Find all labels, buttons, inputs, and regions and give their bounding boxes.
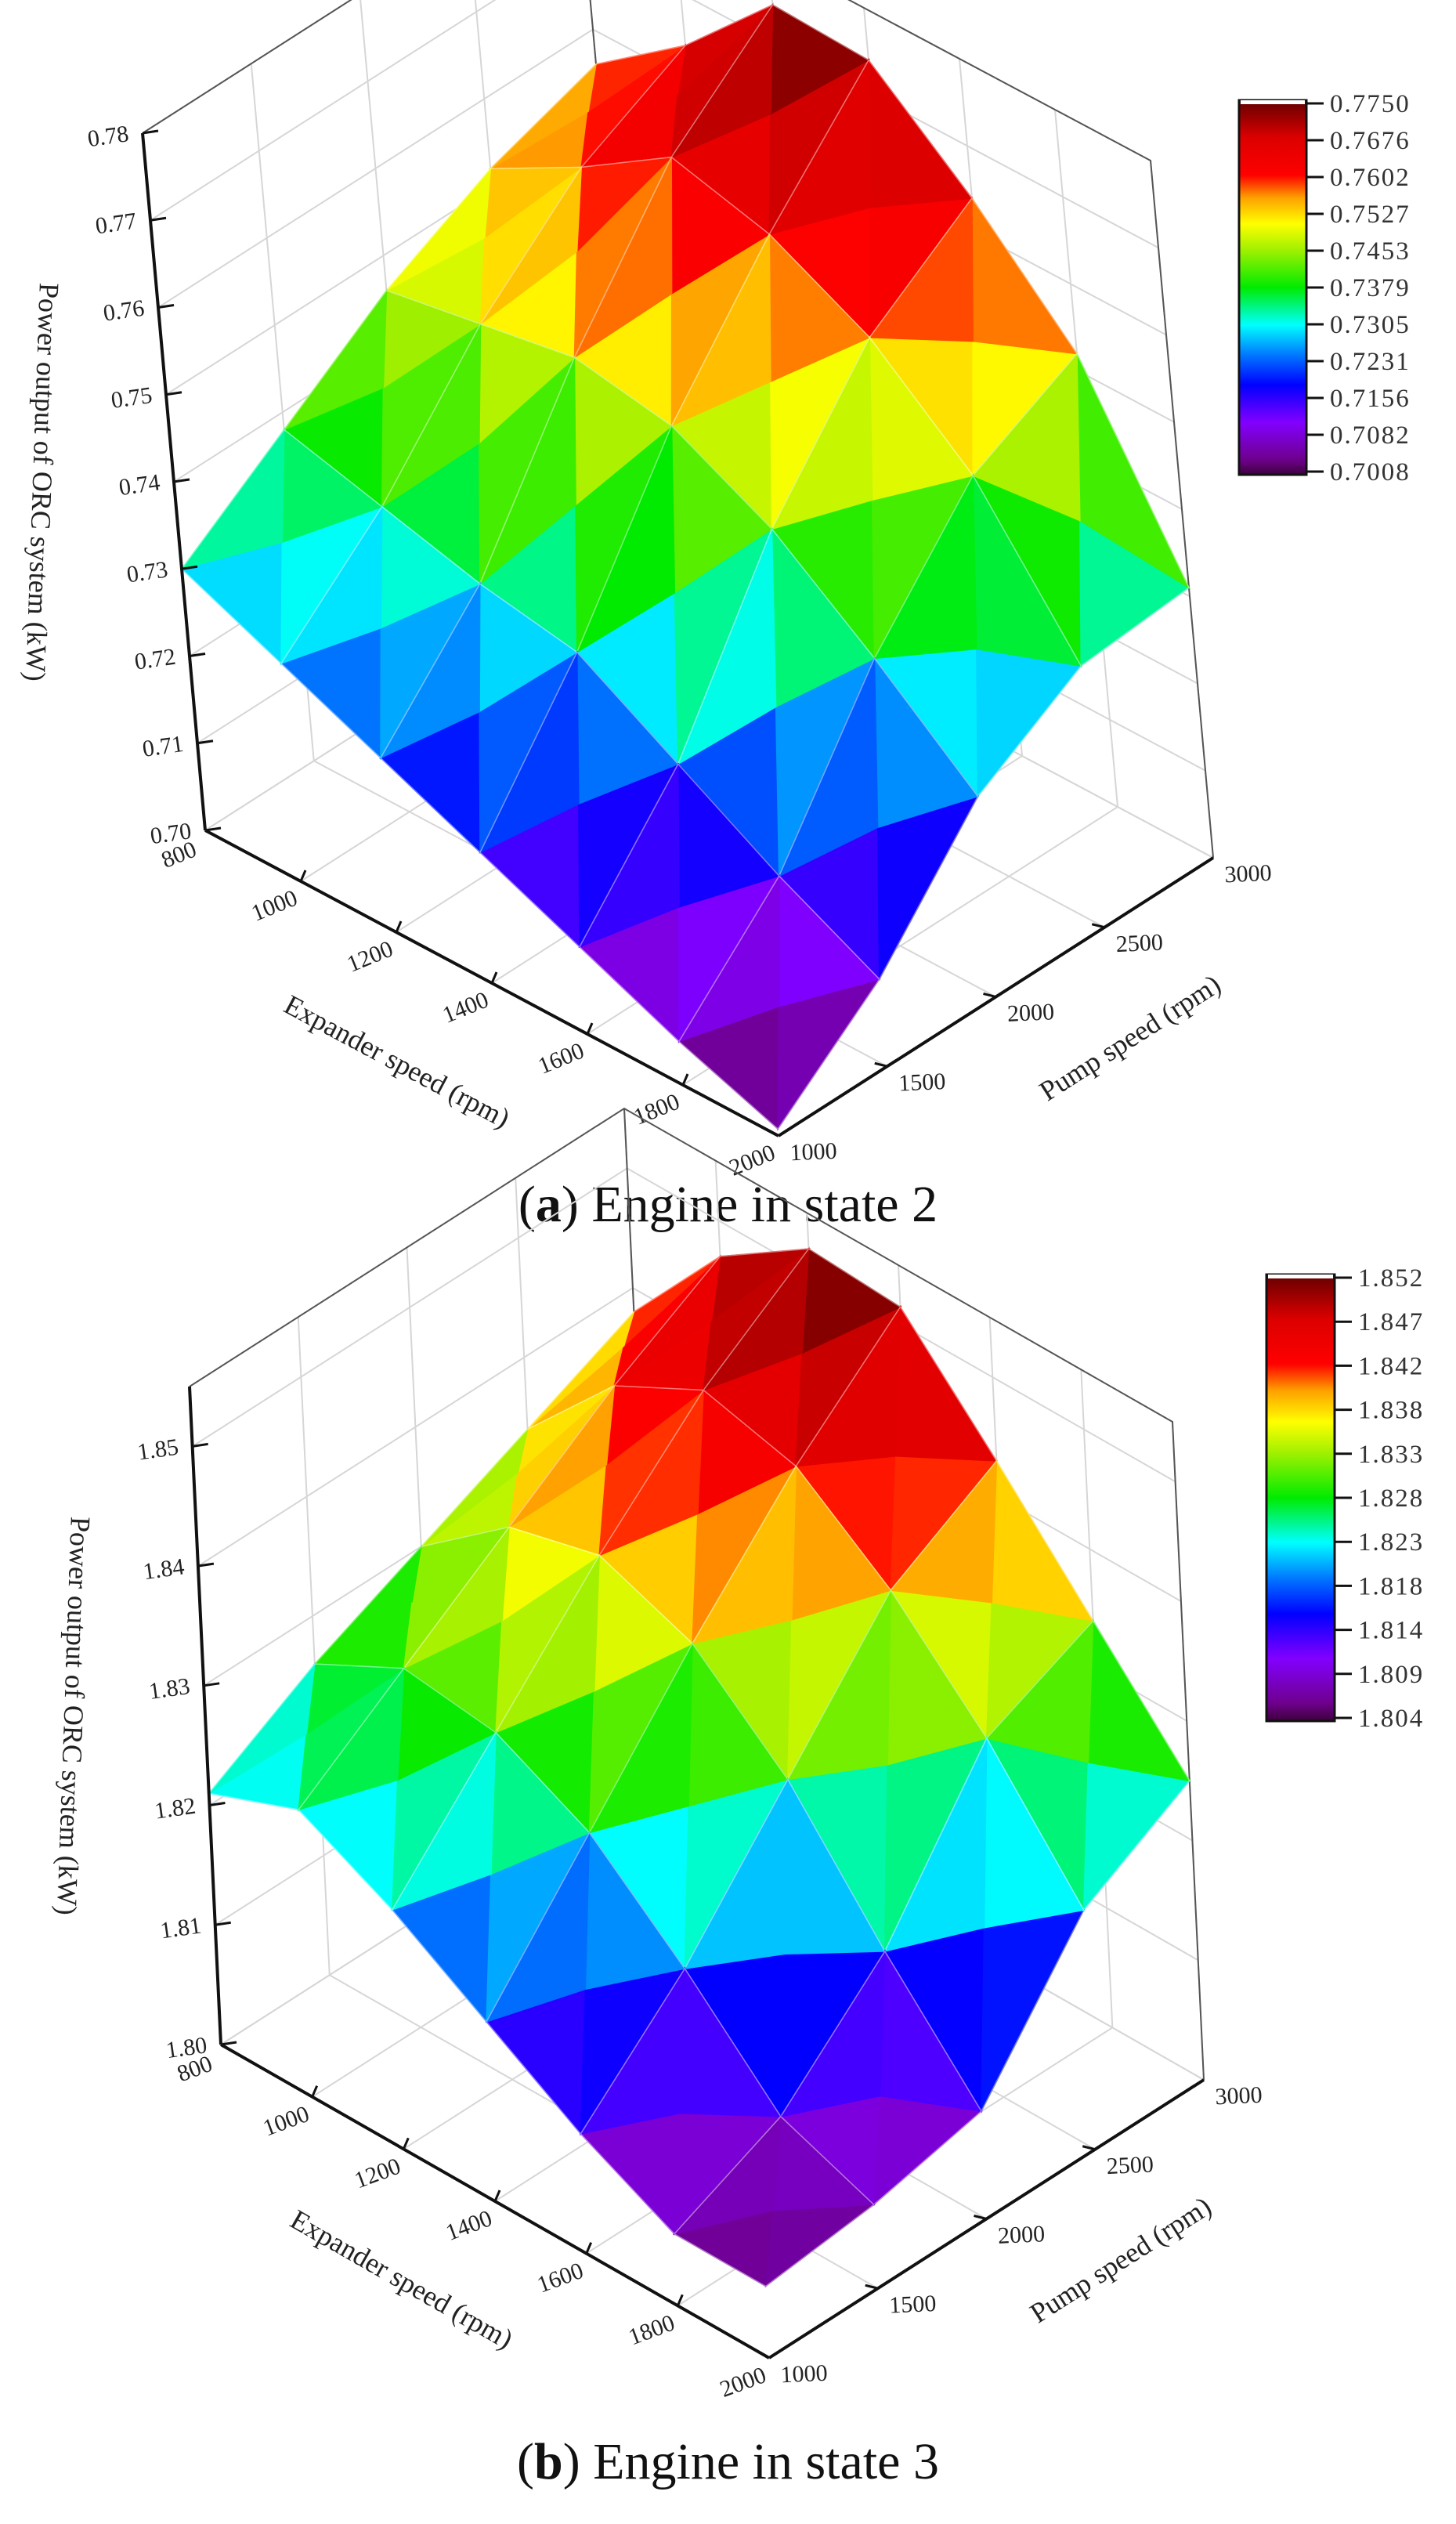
surface — [180, 2, 1190, 1131]
colorbar-tick-label: 0.7527 — [1330, 201, 1411, 229]
colorbar-tick-label: 0.7305 — [1330, 311, 1411, 339]
z-tick-label: 0.71 — [141, 731, 186, 762]
y-tick-label: 1000 — [780, 2360, 828, 2388]
z-axis — [188, 1386, 222, 2045]
y-tick-label: 2000 — [1006, 999, 1054, 1027]
colorbar: 0.7750 0.7676 0.7602 0.7527 0.7453 0.7379 0.73… — [1237, 90, 1411, 486]
colorbar-tick-label: 0.7676 — [1330, 127, 1411, 155]
x-tick-label: 2000 — [717, 2362, 770, 2403]
chart-panel-a: 0.70 0.71 0.72 0.73 0.74 0.75 0.76 0.77 0.78 800 1… — [0, 0, 1456, 1181]
colorbar-tick-label: 1.814 — [1358, 1617, 1424, 1645]
x-tick-label: 1000 — [260, 2101, 313, 2142]
x-tick-label: 1800 — [625, 2310, 678, 2351]
z-tick-label: 1.81 — [159, 1912, 204, 1944]
z-tick-label: 0.70 — [149, 818, 193, 849]
x-tick-label: 1000 — [247, 885, 301, 927]
y-tick-label: 1500 — [889, 2291, 937, 2319]
colorbar-tick-label: 0.7750 — [1330, 90, 1411, 118]
colorbar: 1.852 1.847 1.842 1.838 1.833 1.828 1.823 1.818… — [1265, 1264, 1424, 1733]
colorbar-tick-label: 1.809 — [1358, 1661, 1424, 1689]
z-tick-label: 0.74 — [117, 469, 162, 501]
z-tick-label: 1.84 — [142, 1553, 186, 1585]
x-tick-label: 1600 — [534, 1038, 587, 1079]
z-tick-label: 1.85 — [135, 1434, 180, 1466]
colorbar-tick-label: 1.838 — [1358, 1397, 1424, 1425]
colorbar-tick-label: 1.823 — [1358, 1528, 1424, 1557]
y-axis-title: Pump speed (rpm) — [1024, 2190, 1217, 2329]
colorbar-tick-label: 1.842 — [1358, 1352, 1424, 1380]
colorbar-tick-label: 0.7082 — [1330, 421, 1411, 450]
surface — [207, 1246, 1191, 2288]
surface-plot-a: 0.700.710.720.730.740.750.760.770.788001… — [20, 0, 1411, 1181]
caption-a: (a) Engine in state 2 — [518, 1176, 938, 1233]
y-tick-label: 2500 — [1115, 929, 1163, 957]
colorbar-tick-label: 1.828 — [1358, 1484, 1424, 1513]
z-tick-label: 1.83 — [147, 1673, 192, 1705]
colorbar-tick-label: 0.7379 — [1330, 274, 1411, 302]
colorbar-tick-label: 0.7602 — [1330, 164, 1411, 192]
z-tick-label: 1.80 — [164, 2032, 209, 2063]
x-tick-label: 1200 — [343, 936, 396, 978]
y-tick-label: 3000 — [1215, 2082, 1263, 2110]
y-axis-title: Pump speed (rpm) — [1034, 968, 1227, 1107]
z-tick-label: 1.82 — [153, 1793, 197, 1824]
colorbar-tick-label: 1.852 — [1358, 1264, 1424, 1293]
colorbar-tick-label: 1.833 — [1358, 1441, 1424, 1469]
colorbar-tick-label: 0.7156 — [1330, 385, 1411, 413]
z-tick-label: 0.75 — [110, 382, 154, 414]
y-tick-label: 2000 — [997, 2221, 1045, 2249]
surface-plot-b: 1.801.811.821.831.841.858001000120014001… — [51, 1107, 1424, 2403]
colorbar-tick-label: 1.804 — [1358, 1705, 1424, 1733]
z-tick-label: 0.73 — [125, 556, 170, 588]
z-tick-label: 0.76 — [102, 295, 146, 327]
y-tick-label: 2500 — [1106, 2151, 1154, 2179]
x-tick-label: 1400 — [443, 2205, 496, 2246]
y-tick-label: 3000 — [1224, 860, 1272, 888]
caption-text: Engine in state 3 — [580, 2433, 939, 2490]
z-tick-label: 0.77 — [94, 208, 139, 239]
x-tick-label: 1400 — [439, 987, 492, 1029]
z-tick-label: 0.78 — [86, 121, 131, 152]
z-tick-label: 0.72 — [133, 644, 178, 675]
colorbar-tick-label: 1.818 — [1358, 1572, 1424, 1600]
z-axis-title: Power output of ORC system (kW) — [51, 1516, 96, 1915]
x-tick-label: 1600 — [534, 2258, 587, 2298]
caption-b: (b) Engine in state 3 — [517, 2433, 939, 2490]
caption-text: Engine in state 2 — [578, 1176, 938, 1233]
x-tick-label: 1200 — [351, 2153, 404, 2194]
colorbar-tick-label: 0.7231 — [1330, 348, 1411, 376]
colorbar-tick-label: 0.7453 — [1330, 237, 1411, 266]
x-tick-label: 1800 — [630, 1089, 683, 1130]
caption-letter: b — [534, 2433, 563, 2490]
colorbar-tick-label: 1.847 — [1358, 1308, 1424, 1336]
chart-panel-b: 1.80 1.81 1.82 1.83 1.84 1.85 800 1000 1200 1400 1… — [0, 1107, 1456, 2413]
z-axis-title: Power output of ORC system (kW) — [20, 282, 65, 682]
colorbar-tick-label: 0.7008 — [1330, 458, 1411, 486]
y-tick-label: 1500 — [898, 1069, 946, 1097]
y-tick-label: 1000 — [789, 1138, 837, 1166]
